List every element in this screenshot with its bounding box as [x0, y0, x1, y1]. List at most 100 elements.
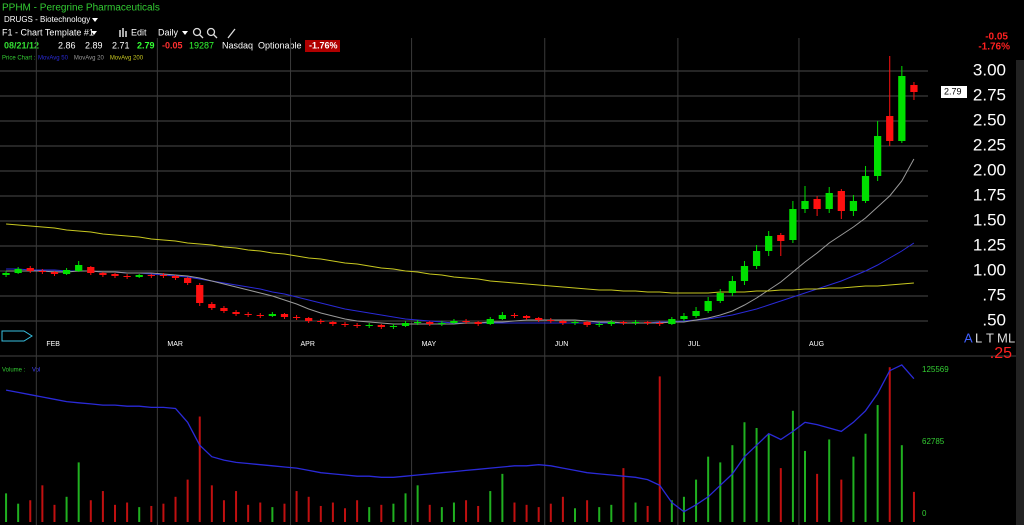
edit-button[interactable]: Edit — [131, 27, 147, 37]
volume-bar — [356, 500, 359, 522]
volume-bar — [719, 462, 722, 522]
volume-bar — [114, 504, 116, 522]
candle-body — [389, 326, 398, 327]
toolbar-button[interactable]: T — [986, 330, 994, 345]
dropdown-arrow[interactable] — [182, 31, 188, 35]
candle-body — [426, 322, 434, 324]
toolbar-button[interactable]: M — [997, 330, 1008, 345]
candle-body — [317, 321, 325, 322]
candle-body — [292, 317, 301, 318]
candle-body — [631, 322, 640, 323]
volume-bar — [840, 479, 843, 522]
x-tick-label: APR — [301, 341, 315, 348]
candle-body — [510, 315, 519, 316]
y2-tick-label: 0 — [922, 509, 927, 518]
y-tick-label: 1.75 — [973, 185, 1006, 204]
candle-body — [75, 265, 83, 271]
candle-body — [486, 319, 494, 324]
volume-bar — [561, 496, 564, 522]
y2-tick-label: 125569 — [922, 365, 949, 374]
candle-body — [147, 275, 155, 276]
candle-body — [123, 276, 131, 277]
toolbar-button[interactable]: L — [975, 330, 982, 345]
volume-bar — [198, 416, 201, 522]
x-tick-label: MAY — [422, 341, 437, 348]
x-tick-label: FEB — [46, 341, 60, 348]
volume-bar — [29, 500, 32, 522]
candle-body — [656, 323, 664, 324]
candle-body — [50, 272, 59, 274]
quote-high: 2.89 — [85, 40, 103, 50]
template[interactable]: F1 - Chart Template #1 — [2, 27, 94, 37]
volume-ma-line — [5, 364, 915, 513]
candle-body — [837, 191, 845, 211]
volume-bar — [682, 496, 685, 522]
volume-bar — [5, 493, 8, 522]
candle-body — [547, 320, 555, 321]
quote-optionable: Optionable — [258, 40, 302, 50]
volume-bar — [186, 479, 189, 522]
dropdown-arrow[interactable] — [92, 18, 98, 22]
candle-body — [898, 76, 906, 141]
candle-body — [268, 314, 276, 316]
volume-bar — [695, 479, 698, 522]
industry[interactable]: DRUGS - Biotechnology — [4, 15, 90, 24]
candle-body — [280, 314, 289, 317]
quote-date: 08/21/12 — [4, 40, 39, 50]
candle-body — [789, 209, 797, 240]
volume-bar — [537, 507, 540, 522]
volume-bar — [41, 485, 44, 522]
volume-bar — [791, 410, 794, 522]
x-tick-label: MAR — [167, 341, 183, 348]
y-tick-label: 2.75 — [973, 85, 1006, 104]
candle-body — [910, 85, 918, 92]
scroll-tab[interactable] — [1, 330, 33, 342]
quote-low: 2.71 — [112, 40, 130, 50]
volume-bar — [65, 496, 68, 522]
y-tick-label: 3.00 — [973, 60, 1006, 79]
volume-bar — [586, 500, 589, 522]
candle-body — [87, 267, 95, 273]
candle-body — [813, 199, 821, 209]
candle-body — [522, 316, 531, 318]
candle-body — [365, 325, 373, 326]
y-tick-label: 1.25 — [973, 235, 1006, 254]
volume-bar — [900, 445, 903, 522]
bars-icon[interactable] — [119, 28, 127, 37]
candle-body — [462, 321, 470, 322]
volume-bar — [77, 462, 80, 522]
candle-body — [559, 321, 567, 323]
candle-body — [220, 308, 228, 311]
symbol: PPHM - Peregrine Pharmaceuticals — [2, 3, 160, 14]
x-tick-label: JUN — [555, 341, 569, 348]
toolbar-button[interactable]: A — [964, 330, 973, 345]
x-tick-label: JUL — [688, 341, 701, 348]
volume-bar — [876, 405, 879, 522]
period[interactable]: Daily — [158, 27, 179, 37]
volume-bar — [465, 500, 468, 522]
candle-body — [825, 193, 833, 209]
corner-change-pct: -1.76% — [978, 42, 1010, 53]
candle-body — [571, 322, 579, 323]
y-tick-label: 2.25 — [973, 135, 1006, 154]
volume-bar — [501, 473, 504, 522]
zoom-icons[interactable] — [192, 27, 236, 39]
volume-bar — [549, 503, 552, 522]
volume-bar — [126, 502, 129, 522]
candle-body — [752, 251, 761, 266]
candle-body — [62, 270, 71, 274]
volume-bar — [283, 503, 286, 522]
volume-bar — [101, 491, 104, 522]
volume-bar — [489, 491, 492, 522]
scrollbar[interactable] — [1016, 60, 1024, 525]
candle-body — [619, 322, 628, 323]
volume-bar — [646, 505, 649, 522]
toolbar-button[interactable]: L — [1008, 330, 1015, 345]
volume-bar — [368, 507, 371, 522]
volume-bar — [416, 485, 419, 522]
volume-bar — [731, 445, 734, 522]
volume-bar — [162, 503, 165, 522]
dropdown-arrow[interactable] — [91, 31, 97, 35]
candle-body — [777, 235, 785, 241]
volume-bar — [404, 493, 407, 522]
